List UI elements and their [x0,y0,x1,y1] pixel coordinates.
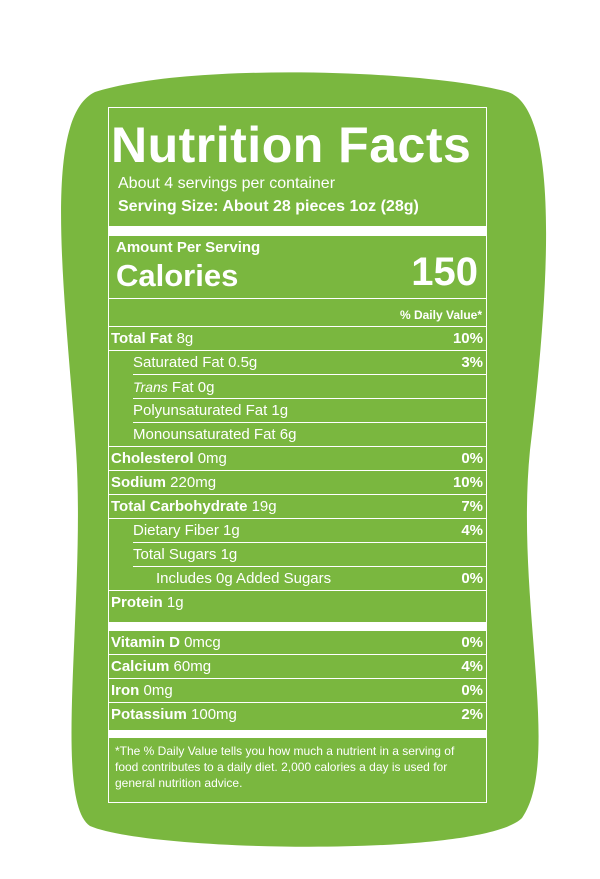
nutrient-rows: Total Fat 8g 10% Saturated Fat 0.5g 3% Trans… [109,327,486,615]
nutrient-row: Calcium 60mg 4% [109,655,486,679]
nutrient-amount: 8g [176,330,194,347]
nutrient-row: Monounsaturated Fat 6g [109,423,486,447]
row-rule [109,470,486,471]
row-rule [109,678,486,679]
nutrient-amount: 0mcg [184,634,221,651]
nutrient-row: Total Carbohydrate 19g 7% [109,495,486,519]
thick-bar [109,730,486,738]
nutrient-amount: 6g [279,426,297,443]
thick-bar [109,622,486,631]
nutrient-name: Cholesterol [111,450,194,467]
nutrient-name: Total Carbohydrate [111,498,248,515]
nutrient-amount: 1g [166,594,184,611]
nutrient-amount: 1g [220,546,238,563]
nutrient-amount: 0mg [197,450,227,467]
calories-value: 150 [411,250,478,294]
nutrient-name: Potassium [111,706,187,723]
row-rule [133,566,486,567]
nutrient-name: Monounsaturated Fat [133,426,276,443]
label-panel: Nutrition Facts About 4 servings per con… [108,107,487,803]
nutrient-row: Includes 0g Added Sugars 0% [109,567,486,591]
nutrient-row: Total Sugars 1g [109,543,486,567]
nutrient-row: Protein 1g [109,591,486,615]
row-rule [109,350,486,351]
row-rule [109,590,486,591]
nutrient-name: Saturated Fat [133,354,224,371]
nutrient-row: Dietary Fiber 1g 4% [109,519,486,543]
nutrient-amount: 0g [197,379,215,396]
row-rule [109,702,486,703]
nutrient-amount: 0mg [143,682,173,699]
daily-value: 4% [461,658,483,675]
serving-size: Serving Size: About 28 pieces 1oz (28g) [118,198,419,215]
nutrient-amount: 220mg [170,474,217,491]
title: Nutrition Facts [111,117,472,173]
nutrient-row: Polyunsaturated Fat 1g [109,399,486,423]
nutrient-name: Total Fat [111,330,173,347]
nutrient-row: Saturated Fat 0.5g 3% [109,351,486,375]
nutrient-row: Trans Fat 0g [109,375,486,399]
nutrient-amount: 60mg [173,658,212,675]
rule [109,326,486,327]
daily-value: 0% [461,634,483,651]
row-rule [133,398,486,399]
daily-value: 10% [452,474,483,491]
row-rule [133,374,486,375]
nutrient-name: Iron [111,682,140,699]
nutrient-row: Potassium 100mg 2% [109,703,486,727]
servings: About 4 servings per container [118,175,336,192]
row-rule [109,446,486,447]
nutrient-row: Cholesterol 0mg 0% [109,447,486,471]
nutrient-amount: 0.5g [228,354,258,371]
daily-value: 0% [461,570,483,587]
nutrient-name: Calcium [111,658,170,675]
nutrient-name: Sodium [111,474,166,491]
nutrient-amount: 1g [271,402,289,419]
daily-value: 4% [461,522,483,539]
footnote: *The % Daily Value tells you how much a … [115,744,455,790]
row-rule [109,494,486,495]
daily-value: 10% [452,330,483,347]
thick-bar [109,226,486,236]
green-blob [61,72,547,847]
row-rule [109,518,486,519]
vitamin-rows: Vitamin D 0mcg 0% Calcium 60mg 4% Iron 0mg 0%… [109,631,486,727]
daily-value: 0% [461,682,483,699]
nutrient-amount: 1g [223,522,240,539]
nutrient-name-italic: Trans [133,379,168,395]
row-rule [109,654,486,655]
nutrient-name: Dietary Fiber [133,522,219,539]
rule [109,298,486,299]
daily-value: 0% [461,450,483,467]
nutrient-row: Total Fat 8g 10% [109,327,486,351]
nutrient-amount: 19g [251,498,277,515]
nutrient-name: Fat [171,379,194,396]
nutrient-row: Sodium 220mg 10% [109,471,486,495]
nutrient-name: Protein [111,594,163,611]
nutrient-row: Iron 0mg 0% [109,679,486,703]
nutrient-name: Vitamin D [111,634,180,651]
daily-value: 2% [461,706,483,723]
row-rule [133,542,486,543]
daily-value: 7% [461,498,483,515]
row-rule [133,422,486,423]
nutrient-row: Vitamin D 0mcg 0% [109,631,486,655]
daily-value: 3% [461,354,483,371]
daily-value-header: % Daily Value* [399,308,482,322]
amount-per-serving: Amount Per Serving [116,239,261,256]
nutrient-name: Polyunsaturated Fat [133,402,268,419]
calories-label: Calories [116,258,239,293]
nutrient-name: Total Sugars [133,546,217,563]
nutrient-name: Includes 0g Added Sugars [156,570,332,587]
nutrient-amount: 100mg [191,706,237,723]
